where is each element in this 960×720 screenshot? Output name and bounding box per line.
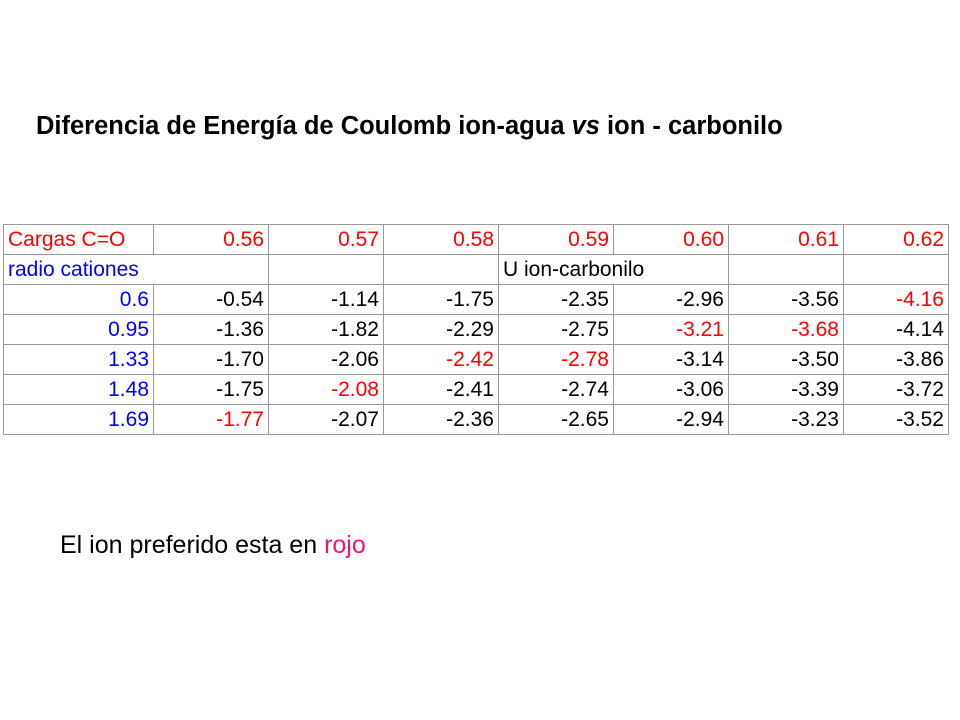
- energy-cell: -2.65: [498, 404, 614, 435]
- energy-cell-preferred: -2.08: [268, 374, 384, 405]
- radius-cell: 1.33: [3, 344, 154, 375]
- energy-cell: -3.39: [728, 374, 844, 405]
- charge-cell: 0.57: [268, 224, 384, 255]
- energy-cell-preferred: -3.21: [613, 314, 729, 345]
- energy-cell: -2.75: [498, 314, 614, 345]
- table-row: 1.48 -1.75 -2.08 -2.41 -2.74 -3.06 -3.39 -3.72: [3, 374, 949, 405]
- energy-cell-preferred: -3.68: [728, 314, 844, 345]
- charge-cell: 0.61: [728, 224, 844, 255]
- title-part-2: ion - carbonilo: [599, 112, 783, 140]
- charge-cell: 0.56: [153, 224, 269, 255]
- energy-cell: -2.35: [498, 284, 614, 315]
- energy-cell: -2.94: [613, 404, 729, 435]
- radius-cell: 0.95: [3, 314, 154, 345]
- energy-cell: -3.14: [613, 344, 729, 375]
- radius-label-cell: radio cationes: [3, 254, 269, 285]
- energy-cell: -2.36: [383, 404, 499, 435]
- title-vs: vs: [571, 112, 600, 140]
- table-row: 0.95 -1.36 -1.82 -2.29 -2.75 -3.21 -3.68 -4.14: [3, 314, 949, 345]
- energy-cell: -3.72: [843, 374, 949, 405]
- empty-cell: [843, 254, 949, 285]
- slide-title: Diferencia de Energía de Coulomb ion-agu…: [36, 112, 956, 141]
- radius-cell: 1.48: [3, 374, 154, 405]
- footnote-text: El ion preferido esta en: [60, 531, 325, 559]
- table-row: 1.69 -1.77 -2.07 -2.36 -2.65 -2.94 -3.23 -3.52: [3, 404, 949, 435]
- energy-cell: -2.96: [613, 284, 729, 315]
- energy-label-cell: U ion-carbonilo: [498, 254, 729, 285]
- energy-cell: -1.82: [268, 314, 384, 345]
- energy-cell: -2.07: [268, 404, 384, 435]
- footnote-highlight-word: rojo: [324, 531, 366, 559]
- energy-cell-preferred: -1.77: [153, 404, 269, 435]
- title-part-1: Diferencia de Energía de Coulomb ion-agu…: [36, 112, 572, 140]
- table-row: 1.33 -1.70 -2.06 -2.42 -2.78 -3.14 -3.50 -3.86: [3, 344, 949, 375]
- subheader-row: radio cationes U ion-carbonilo: [3, 254, 949, 285]
- energy-cell: -1.75: [153, 374, 269, 405]
- header-row: Cargas C=O 0.56 0.57 0.58 0.59 0.60 0.61…: [3, 224, 949, 255]
- energy-cell-preferred: -4.16: [843, 284, 949, 315]
- header-label-cell: Cargas C=O: [3, 224, 154, 255]
- footnote: El ion preferido esta en rojo: [60, 531, 366, 560]
- empty-cell: [728, 254, 844, 285]
- energy-cell: -1.75: [383, 284, 499, 315]
- energy-cell: -2.74: [498, 374, 614, 405]
- energy-cell: -2.06: [268, 344, 384, 375]
- energy-cell: -1.70: [153, 344, 269, 375]
- energy-cell: -3.56: [728, 284, 844, 315]
- energy-cell: -1.36: [153, 314, 269, 345]
- energy-table: Cargas C=O 0.56 0.57 0.58 0.59 0.60 0.61…: [3, 224, 949, 435]
- energy-cell: -2.41: [383, 374, 499, 405]
- charge-cell: 0.58: [383, 224, 499, 255]
- charge-cell: 0.59: [498, 224, 614, 255]
- energy-cell: -3.52: [843, 404, 949, 435]
- energy-cell: -2.29: [383, 314, 499, 345]
- table-body: Cargas C=O 0.56 0.57 0.58 0.59 0.60 0.61…: [3, 224, 949, 435]
- radius-cell: 0.6: [3, 284, 154, 315]
- table-row: 0.6 -0.54 -1.14 -1.75 -2.35 -2.96 -3.56 -4.16: [3, 284, 949, 315]
- charge-cell: 0.62: [843, 224, 949, 255]
- energy-cell: -4.14: [843, 314, 949, 345]
- charge-cell: 0.60: [613, 224, 729, 255]
- radius-cell: 1.69: [3, 404, 154, 435]
- energy-cell: -3.06: [613, 374, 729, 405]
- energy-cell: -3.50: [728, 344, 844, 375]
- energy-cell: -3.86: [843, 344, 949, 375]
- energy-cell: -1.14: [268, 284, 384, 315]
- energy-cell: -3.23: [728, 404, 844, 435]
- empty-cell: [383, 254, 499, 285]
- energy-cell: -0.54: [153, 284, 269, 315]
- energy-cell-preferred: -2.78: [498, 344, 614, 375]
- empty-cell: [268, 254, 384, 285]
- energy-cell-preferred: -2.42: [383, 344, 499, 375]
